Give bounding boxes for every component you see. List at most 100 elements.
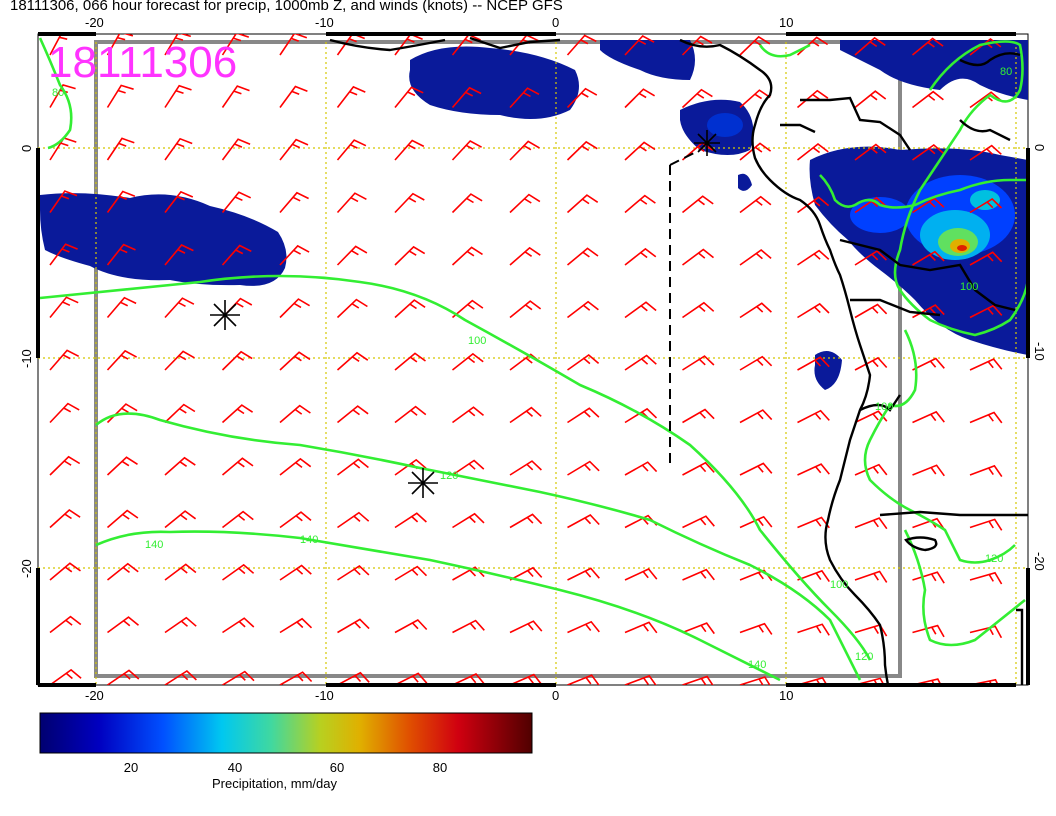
wind-barb — [854, 90, 887, 109]
wind-barb — [566, 247, 599, 266]
contour-label: 100 — [830, 579, 848, 591]
wind-barb — [106, 296, 137, 319]
height-contours — [38, 37, 1028, 682]
wind-barb — [452, 566, 485, 581]
wind-barb — [797, 569, 830, 583]
wind-barb — [739, 409, 773, 424]
contour-label: 120 — [985, 553, 1003, 565]
frame-ticks — [36, 32, 1030, 687]
wind-barb — [221, 350, 253, 371]
precip-heavy — [707, 113, 1015, 260]
wind-barb — [509, 193, 541, 214]
wind-barb — [394, 619, 428, 634]
wind-barb — [164, 403, 196, 424]
wind-barb — [279, 191, 309, 214]
wind-barb — [509, 87, 540, 109]
wind-barb — [739, 462, 773, 476]
wind-barb — [624, 674, 657, 685]
lon-tick-label: -10 — [315, 688, 334, 703]
wind-barb — [49, 455, 81, 476]
wind-barb — [566, 34, 597, 56]
colorbar-tick: 40 — [227, 760, 243, 775]
wind-barb — [566, 140, 598, 161]
colorbar-tick: 60 — [329, 760, 345, 775]
wind-barb — [452, 459, 485, 476]
wind-barb — [222, 510, 254, 529]
date-stamp: 18111306 — [48, 38, 238, 87]
wind-barb — [624, 194, 656, 214]
wind-barb — [279, 564, 312, 581]
wind-barb — [279, 351, 311, 371]
wind-barb — [394, 299, 426, 319]
wind-barb — [969, 144, 1002, 161]
wind-barb — [221, 85, 250, 108]
wind-barb — [624, 301, 657, 319]
lat-labels-right: 0 -10 -20 — [1032, 144, 1047, 571]
wind-barb — [106, 509, 139, 529]
wind-barb — [221, 404, 254, 424]
wind-barb — [912, 571, 945, 584]
wind-barb — [279, 85, 308, 108]
contour-label: 120 — [440, 470, 458, 482]
wind-barb — [797, 623, 830, 636]
wind-barb — [452, 512, 485, 529]
wind-barb — [106, 84, 134, 108]
wind-barb — [336, 298, 368, 319]
wind-barb — [969, 518, 1003, 531]
wind-barb — [797, 463, 830, 476]
wind-barb — [912, 464, 945, 477]
wind-barb — [969, 411, 1003, 424]
wind-barb — [624, 141, 656, 161]
wind-barb — [854, 36, 886, 56]
wind-barbs — [49, 34, 1003, 685]
wind-barb — [336, 405, 369, 424]
lon-labels-top: -20 -10 0 10 — [85, 15, 793, 30]
wind-barb — [279, 404, 311, 424]
wind-barb — [797, 409, 830, 424]
contour-label: 100 — [875, 401, 893, 413]
wind-barb — [509, 620, 543, 634]
wind-barb — [624, 354, 657, 371]
wind-barb — [222, 670, 255, 685]
colorbar-label: Precipitation, mm/day — [212, 776, 337, 791]
contour-label: 80 — [1000, 66, 1012, 78]
wind-barb — [49, 402, 80, 424]
lat-tick-label: -10 — [1032, 342, 1047, 361]
wind-barb — [566, 87, 598, 109]
wind-barb — [279, 671, 313, 685]
lon-tick-label: 0 — [552, 688, 559, 703]
lon-tick-label: 10 — [779, 15, 793, 30]
wind-barb — [106, 137, 135, 161]
wind-barb — [49, 190, 78, 213]
wind-barb — [337, 511, 370, 529]
wind-barb — [682, 355, 715, 371]
wind-barb — [394, 192, 425, 214]
wind-barb — [969, 571, 1003, 585]
wind-barb — [624, 461, 658, 476]
wind-barb — [164, 563, 197, 581]
wind-barb — [451, 140, 482, 161]
wind-barb — [337, 458, 369, 476]
wind-barb — [509, 460, 542, 476]
wind-barb — [969, 358, 1003, 371]
wind-barb — [452, 406, 485, 424]
wind-barb — [49, 349, 80, 371]
wind-barb — [797, 302, 830, 319]
wind-barb — [682, 675, 714, 685]
wind-barb — [106, 190, 136, 213]
wind-barb — [336, 245, 368, 266]
wind-barb — [279, 244, 310, 266]
wind-barb — [567, 567, 600, 581]
wind-barb — [739, 142, 772, 161]
wind-barb — [221, 34, 250, 56]
wind-barb — [854, 143, 887, 161]
wind-barb — [221, 138, 251, 161]
wind-barb — [567, 300, 599, 319]
lat-tick-label: 0 — [19, 145, 34, 152]
wind-barb — [739, 89, 771, 109]
wind-barb — [969, 464, 1003, 478]
contour-labels: 100 120 140 140 140 120 100 80 80 100 12… — [52, 66, 1012, 671]
wind-barb — [49, 296, 79, 319]
wind-barb — [106, 34, 134, 56]
coastline — [329, 36, 1028, 685]
